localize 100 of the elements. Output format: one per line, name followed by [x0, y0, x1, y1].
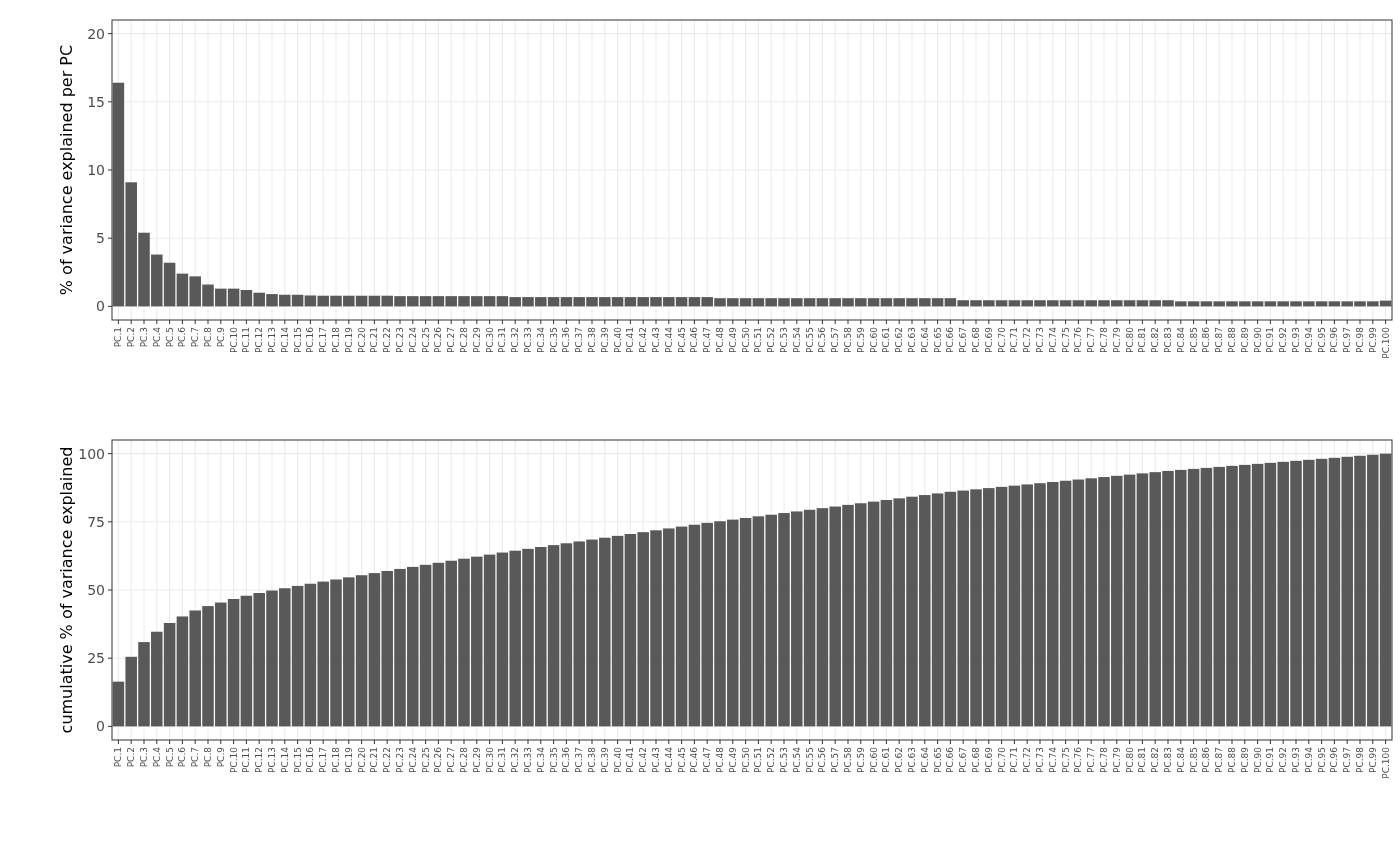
x-tick-label: PC.46: [689, 746, 700, 774]
x-tick-label: PC.58: [843, 326, 853, 354]
x-tick-label: PC.96: [1329, 746, 1340, 774]
x-tick-label: PC.37: [574, 327, 585, 354]
x-tick-label: PC.26: [433, 746, 444, 774]
x-tick-label: PC.30: [484, 746, 495, 774]
x-tick-label: PC.14: [279, 746, 290, 774]
x-tick-label: PC.77: [1086, 747, 1097, 774]
x-tick-label: PC.53: [779, 327, 789, 354]
x-tick-label: PC.92: [1278, 327, 1289, 354]
x-tick-label: PC.47: [702, 747, 713, 774]
x-tick-label: PC.80: [1124, 746, 1135, 774]
x-tick-label: PC.80: [1124, 326, 1135, 354]
x-tick-label: PC.14: [279, 326, 290, 354]
x-tick-label: PC.24: [407, 746, 418, 774]
y-axis-title: % of variance explained per PC: [57, 44, 76, 296]
x-tick-label: PC.28: [459, 326, 469, 354]
x-tick-label: PC.87: [1214, 747, 1225, 774]
x-tick-label: PC.85: [1188, 747, 1199, 774]
x-tick-label: PC.93: [1291, 327, 1301, 354]
x-tick-label: PC.57: [830, 327, 841, 354]
x-tick-label: PC.66: [945, 326, 956, 354]
x-tick-label: PC.52: [766, 327, 777, 354]
x-tick-label: PC.72: [1022, 327, 1033, 354]
x-tick-label: PC.66: [945, 746, 956, 774]
x-tick-label: PC.52: [766, 747, 777, 774]
x-tick-label: PC.37: [574, 747, 585, 774]
x-tick-label: PC.83: [1163, 327, 1173, 354]
x-tick-label: PC.48: [715, 326, 725, 354]
x-tick-label: PC.67: [958, 747, 969, 774]
x-tick-label: PC.42: [638, 327, 649, 354]
x-tick-label: PC.27: [446, 747, 457, 774]
x-tick-label: PC.61: [881, 327, 892, 354]
x-tick-label: PC.19: [343, 326, 354, 354]
x-tick-label: PC.78: [1099, 326, 1109, 354]
x-tick-label: PC.27: [446, 327, 457, 354]
x-tick-label: PC.39: [599, 326, 610, 354]
x-tick-label: PC.23: [395, 747, 405, 774]
x-tick-label: PC.71: [1009, 327, 1020, 354]
x-tick-label: PC.4: [151, 746, 162, 768]
x-tick-label: PC.60: [868, 746, 879, 774]
x-tick-label: PC.1: [113, 327, 124, 348]
x-tick-label: PC.55: [804, 747, 815, 774]
x-tick-label: PC.33: [523, 327, 533, 354]
x-tick-label: PC.29: [471, 326, 482, 354]
x-tick-label: PC.58: [843, 746, 853, 774]
x-tick-label: PC.28: [459, 746, 469, 774]
x-tick-label: PC.64: [919, 746, 930, 774]
x-tick-label: PC.68: [971, 326, 981, 354]
x-tick-label: PC.84: [1175, 746, 1186, 774]
x-tick-label: PC.56: [817, 746, 828, 774]
x-tick-label: PC.62: [894, 327, 905, 354]
x-tick-label: PC.39: [599, 746, 610, 774]
x-tick-label: PC.36: [561, 746, 572, 774]
x-tick-label: PC.7: [190, 747, 201, 768]
x-tick-label: PC.17: [318, 747, 329, 774]
x-tick-label: PC.38: [587, 326, 597, 354]
x-tick-label: PC.34: [535, 326, 546, 354]
x-tick-label: PC.56: [817, 326, 828, 354]
x-tick-label: PC.90: [1252, 326, 1263, 354]
x-tick-label: PC.63: [907, 327, 917, 354]
x-tick-label: PC.93: [1291, 747, 1301, 774]
x-tick-label: PC.84: [1175, 326, 1186, 354]
x-tick-label: PC.25: [420, 327, 431, 354]
x-tick-label: PC.46: [689, 326, 700, 354]
y-tick-label: 0: [96, 298, 105, 315]
x-tick-label: PC.32: [510, 327, 521, 354]
x-tick-label: PC.100: [1380, 746, 1391, 779]
x-tick-label: PC.75: [1060, 327, 1071, 354]
x-tick-label: PC.69: [983, 746, 994, 774]
x-tick-label: PC.79: [1111, 746, 1122, 774]
x-tick-label: PC.29: [471, 746, 482, 774]
x-tick-label: PC.98: [1355, 746, 1365, 774]
x-tick-label: PC.82: [1150, 327, 1161, 354]
x-tick-label: PC.43: [651, 327, 661, 354]
x-tick-label: PC.21: [369, 747, 380, 774]
x-tick-label: PC.55: [804, 327, 815, 354]
x-tick-label: PC.16: [305, 326, 316, 354]
x-tick-label: PC.75: [1060, 747, 1071, 774]
x-tick-label: PC.77: [1086, 327, 1097, 354]
x-tick-label: PC.88: [1227, 746, 1237, 774]
x-tick-label: PC.59: [855, 326, 866, 354]
x-tick-label: PC.36: [561, 326, 572, 354]
x-tick-label: PC.60: [868, 326, 879, 354]
x-tick-label: PC.95: [1316, 327, 1327, 354]
y-tick-label: 20: [87, 25, 105, 42]
x-tick-label: PC.21: [369, 327, 380, 354]
x-tick-label: PC.94: [1303, 326, 1314, 354]
x-tick-label: PC.86: [1201, 326, 1212, 354]
x-tick-label: PC.91: [1265, 327, 1276, 354]
y-tick-label: 0: [96, 718, 105, 735]
x-tick-label: PC.31: [497, 747, 508, 774]
x-tick-label: PC.98: [1355, 326, 1365, 354]
x-tick-label: PC.32: [510, 747, 521, 774]
x-tick-label: PC.73: [1035, 747, 1045, 774]
x-tick-label: PC.6: [177, 746, 188, 768]
x-tick-label: PC.83: [1163, 747, 1173, 774]
x-tick-label: PC.2: [126, 327, 137, 348]
y-axis-title: cumulative % of variance explained: [57, 446, 76, 734]
x-tick-label: PC.92: [1278, 747, 1289, 774]
